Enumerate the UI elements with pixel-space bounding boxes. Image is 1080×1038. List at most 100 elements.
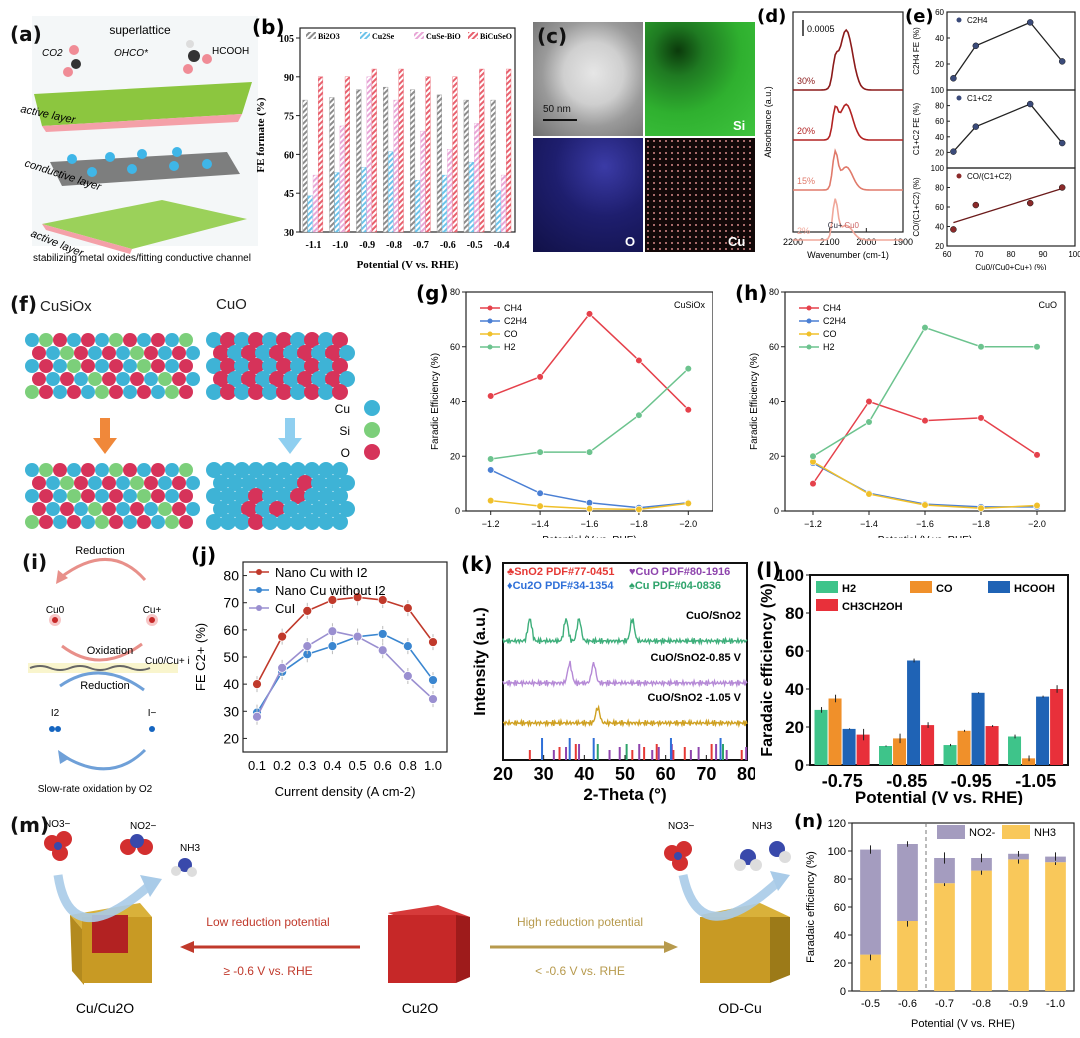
atom: [283, 345, 299, 361]
bar-H2: [814, 709, 828, 765]
atom: [102, 372, 116, 386]
x-tick-label: -0.6: [440, 240, 456, 251]
atom: [116, 502, 130, 516]
y-tick-label: 60: [834, 902, 846, 914]
legend-label: C2H4: [504, 316, 527, 326]
legend-marker: [487, 305, 493, 311]
data-point-C2H4: [536, 489, 544, 497]
legend-label: H2: [504, 342, 516, 352]
atom: [95, 463, 109, 477]
legend-marker: [806, 331, 812, 337]
atom: [234, 462, 250, 478]
legend-label: CO: [936, 583, 953, 595]
data-point: [402, 603, 413, 614]
hcooh-label: HCOOH: [212, 46, 249, 57]
panel-label-h: (h): [735, 281, 768, 305]
atom: [206, 488, 222, 504]
arrow-head-icon: [93, 438, 117, 454]
atom: [158, 476, 172, 490]
bar-Bi2O3: [463, 99, 469, 233]
atom: [158, 346, 172, 360]
atom: [318, 514, 334, 530]
y-tick-label: 100: [776, 566, 804, 585]
atom: [179, 359, 193, 373]
y-axis-title: CO/(C1+C2) (%): [912, 177, 921, 237]
atom: [39, 385, 53, 399]
bar-Bi2O3: [329, 97, 335, 233]
y-tick-label: 20: [450, 451, 460, 461]
data-point: [972, 201, 980, 209]
panel-label-j: (j): [191, 543, 216, 567]
atom: [276, 488, 292, 504]
y-tick-label: 0: [455, 506, 460, 516]
data-point-H2: [585, 448, 594, 456]
x-tick-label: -1.0: [1046, 998, 1065, 1010]
y-axis-title: FE formate (%): [255, 97, 267, 172]
atom: [276, 462, 292, 478]
atom: [67, 515, 81, 529]
atom: [220, 332, 236, 348]
atom: [339, 501, 355, 517]
legend-atom-icon-Si: [364, 422, 380, 438]
atom: [137, 385, 151, 399]
atom: [165, 515, 179, 529]
atom: [304, 488, 320, 504]
atom: [39, 333, 53, 347]
atom: [81, 463, 95, 477]
atom: [179, 385, 193, 399]
atom: [137, 489, 151, 503]
spectrum-20%: [793, 103, 903, 141]
atom: [262, 488, 278, 504]
legend-label-Si: Si: [339, 424, 350, 438]
x-tick-label: -0.8: [386, 240, 402, 251]
panel-label-c: (c): [537, 24, 568, 48]
legend-label: CuI: [275, 601, 295, 616]
data-point-CO: [921, 501, 929, 509]
bar-Cu2Se: [334, 172, 340, 233]
atom: [332, 384, 348, 400]
data-point: [352, 592, 363, 603]
cuplus-label: Cu+: [143, 605, 162, 616]
atom: [318, 332, 334, 348]
chart-l: 0 20 40 60 80 100 -0.75 -0.85 -0.95 -1.05Potentia…: [756, 558, 1069, 807]
atom: [165, 359, 179, 373]
panel-label-b: (b): [252, 15, 285, 39]
no2-label: NO2−: [130, 821, 157, 832]
atom: [297, 345, 313, 361]
eds-label-cu: Cu: [728, 234, 746, 249]
panel-label-f: (f): [10, 292, 37, 316]
atom: [137, 359, 151, 373]
atom: [339, 371, 355, 387]
x-axis-title: Current density (A cm-2): [275, 784, 416, 799]
data-point-CH4: [809, 480, 817, 488]
data-point: [972, 123, 980, 130]
legend-swatch: [1002, 825, 1030, 839]
legend-label: Cu2Se: [372, 32, 395, 41]
bar-BiCuSeO: [317, 76, 324, 233]
atom: [39, 515, 53, 529]
atom: [109, 333, 123, 347]
cusiox-before-model: [25, 333, 200, 399]
x-tick-label: 40: [574, 764, 594, 784]
data-point-CH4: [684, 406, 692, 414]
atom: [234, 514, 250, 530]
data-point: [1058, 139, 1066, 147]
atom: [165, 489, 179, 503]
atom: [172, 346, 186, 360]
x-tick-label: 100: [1068, 250, 1080, 259]
atom: [95, 515, 109, 529]
atom: [116, 346, 130, 360]
interface-label: Cu0/Cu+ interface: [145, 656, 190, 667]
data-point-CO: [536, 502, 544, 510]
eds-label-o: O: [625, 234, 636, 249]
x-tick-label: 0.8: [399, 758, 417, 773]
cuo-title: CuO: [216, 296, 247, 313]
atom: [53, 515, 67, 529]
x-tick-label: -1.05: [1015, 771, 1056, 791]
atom: [95, 333, 109, 347]
atom: [151, 515, 165, 529]
atom: [39, 463, 53, 477]
data-point: [950, 148, 957, 155]
x-tick-label: -0.6: [898, 998, 917, 1010]
atom: [172, 476, 186, 490]
